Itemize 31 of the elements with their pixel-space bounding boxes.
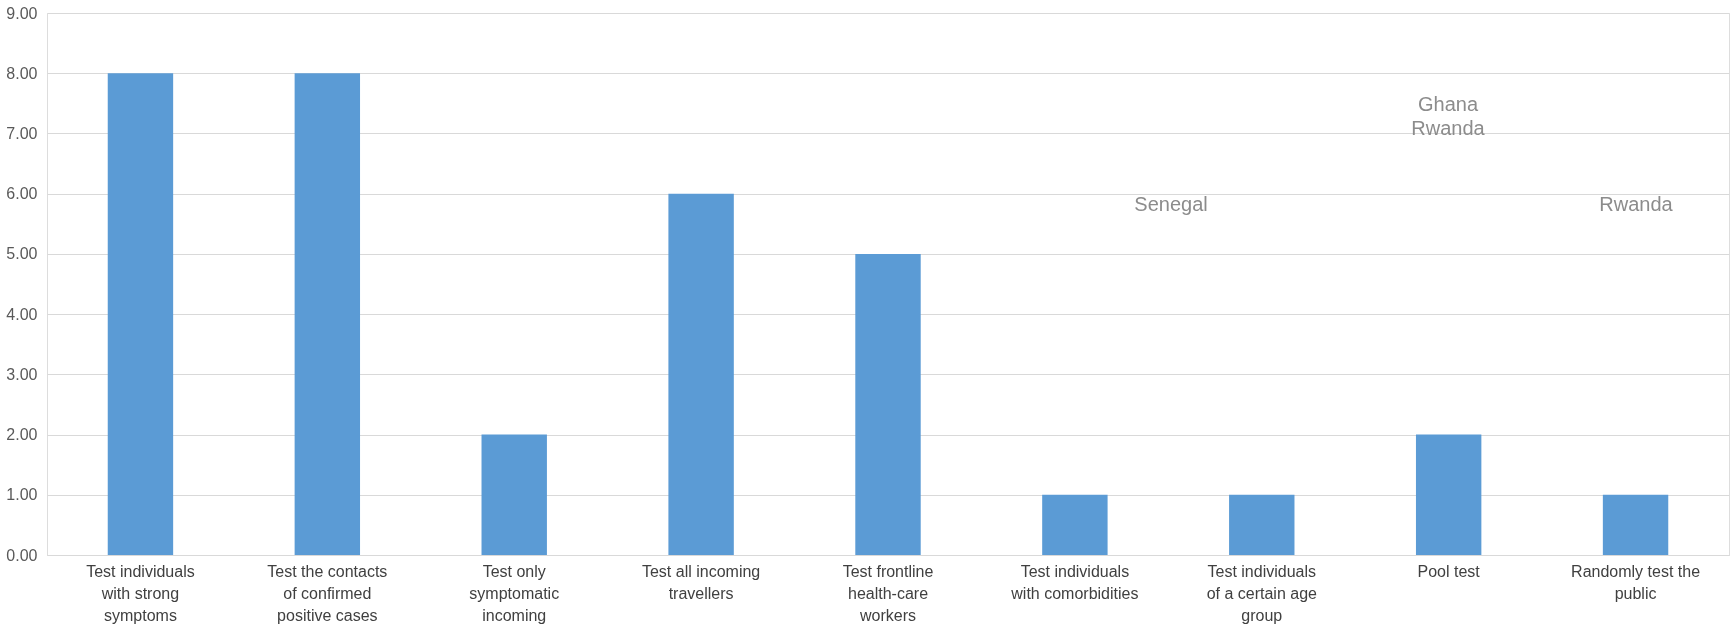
bar: [668, 193, 734, 555]
x-tick-label: Test individuals with strong symptoms: [86, 562, 195, 624]
bar: [1042, 494, 1108, 555]
y-tick-label: 7.00: [6, 124, 38, 142]
y-tick-label: 0.00: [6, 546, 38, 564]
x-tick-label: Pool test: [1417, 562, 1481, 580]
bar: [1229, 494, 1295, 555]
bar: [855, 253, 921, 555]
x-tick-label: Test individuals of a certain age group: [1206, 562, 1318, 624]
x-tick-label: Test frontline health-care workers: [842, 562, 934, 624]
x-tick-label: Test individuals with comorbidities: [1010, 562, 1139, 602]
bar: [294, 73, 361, 555]
x-tick-label: Randomly test the public: [1571, 562, 1701, 602]
bar: [107, 73, 174, 555]
y-tick-label: 5.00: [6, 245, 38, 263]
x-tick-label: Test only symptomatic incoming: [469, 562, 560, 624]
bar: [1415, 434, 1482, 555]
y-tick-label: 1.00: [6, 486, 38, 504]
bar: [1602, 494, 1669, 555]
y-tick-label: 6.00: [6, 185, 38, 203]
annotation: Rwanda: [1599, 193, 1674, 215]
y-tick-label: 2.00: [6, 426, 38, 444]
annotation: Ghana Rwanda: [1411, 93, 1486, 139]
x-tick-label: Test all incoming travellers: [641, 562, 761, 602]
y-tick-label: 9.00: [6, 4, 38, 22]
annotation: Senegal: [1134, 193, 1208, 215]
y-tick-label: 8.00: [6, 64, 38, 82]
bar: [481, 434, 547, 555]
y-tick-label: 3.00: [6, 365, 38, 383]
y-tick-label: 4.00: [6, 305, 38, 323]
x-tick-label: Test the contacts of confirmed positive cases: [267, 562, 388, 624]
